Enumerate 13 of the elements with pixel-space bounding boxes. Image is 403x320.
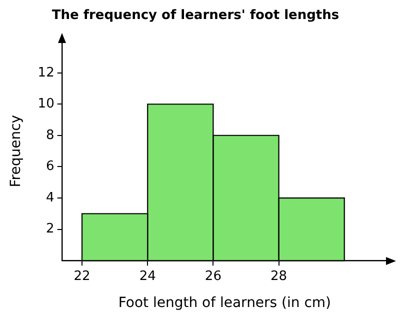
x-tick-label: 26 [204,268,222,284]
chart-title: The frequency of learners' foot lengths [52,8,340,24]
y-tick-label: 4 [46,190,54,206]
y-tick-label: 6 [46,159,54,174]
y-tick-label: 8 [46,128,54,143]
x-tick-label: 22 [74,268,90,284]
y-tick-label: 10 [38,96,54,112]
y-tick-label: 2 [46,222,54,237]
y-axis-title: Frequency [8,114,24,188]
x-tick-label: 28 [270,268,288,284]
x-axis-title: Foot length of learners (in cm) [118,295,332,312]
x-tick-label: 24 [139,268,156,284]
y-tick-label: 12 [38,65,54,80]
